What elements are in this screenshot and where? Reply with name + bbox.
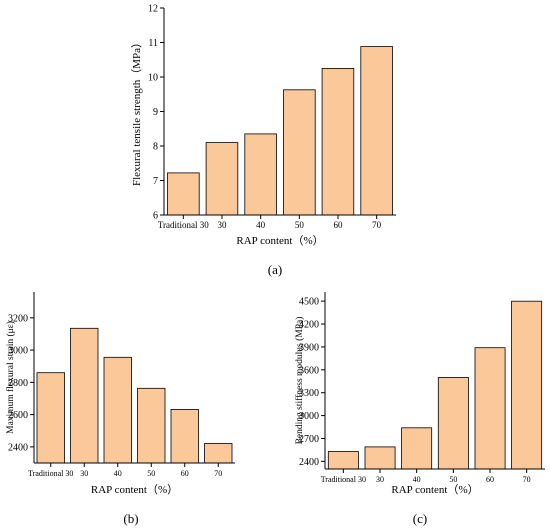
y-tick-label: 2400	[8, 442, 28, 453]
panel-a-chart: 6 7 8 9 10 11 12 Traditional 30 30 40 50 60 70 RAP co…	[130, 4, 396, 247]
x-tick-label: Traditional 30	[321, 475, 366, 484]
y-tick-label: 3300	[299, 388, 319, 399]
y-tick-label: 3600	[299, 365, 319, 376]
y-tick-label: 12	[148, 4, 158, 15]
x-axis-title: RAP content（%）	[236, 234, 323, 247]
bar-a-0	[167, 172, 200, 216]
x-axis-title: RAP content（%）	[391, 483, 478, 496]
y-tick-label: 10	[148, 73, 158, 84]
panel-b-chart: 2400 2600 2800 3000 3200 Traditional 30 30 40 50…	[5, 292, 235, 496]
x-axis-title: RAP content（%）	[91, 483, 178, 496]
y-tick-label: 9	[153, 107, 158, 118]
y-tick-label: 11	[148, 38, 158, 49]
x-tick-label: 60	[486, 475, 494, 484]
bar-a-3	[283, 89, 316, 216]
bar-b-0	[36, 372, 65, 464]
x-tick-label: 60	[181, 469, 189, 478]
y-tick-label: 2800	[8, 378, 28, 389]
y-tick-label: 4500	[299, 297, 319, 308]
bar-c-5	[511, 300, 543, 470]
bar-a-2	[244, 133, 277, 216]
bar-b-2	[103, 356, 132, 464]
panel-c-label: (c)	[413, 511, 427, 526]
x-tick-label: Traditional 30	[158, 220, 209, 230]
bar-c-3	[437, 376, 469, 470]
x-tick-label: 70	[372, 220, 382, 230]
x-tick-label: 30	[218, 220, 228, 230]
x-tick-label: 50	[147, 469, 155, 478]
y-tick-label: 2700	[299, 434, 319, 445]
y-tick-label: 2600	[8, 410, 28, 421]
y-tick-label: 8	[153, 142, 158, 153]
x-tick-label: 60	[334, 220, 344, 230]
y-axis-title: Flexural tensile strength（MPa）	[130, 37, 143, 186]
x-tick-label: 30	[376, 475, 384, 484]
x-tick-label: 50	[295, 220, 305, 230]
x-tick-label: 40	[413, 475, 421, 484]
y-tick-label: 3000	[299, 411, 319, 422]
bar-c-0	[327, 451, 359, 470]
x-tick-label: 70	[523, 475, 531, 484]
y-tick-label: 6	[153, 211, 158, 222]
bar-a-1	[205, 142, 239, 216]
bar-c-2	[401, 427, 433, 470]
y-tick-label: 3200	[8, 313, 28, 324]
x-tick-label: 50	[449, 475, 457, 484]
x-tick-label: 40	[114, 469, 122, 478]
bar-c-4	[474, 347, 506, 470]
y-tick-label: 4200	[299, 320, 319, 331]
bar-b-1	[70, 327, 99, 464]
panel-c-chart: 2400 2700 3000 3300 3600 3900 4200 4500 Traditio…	[294, 292, 545, 496]
x-tick-label: 40	[256, 220, 266, 230]
y-axis-title: Bending stiffness modulus (MPa)	[294, 317, 305, 445]
y-tick-label: 3900	[299, 342, 319, 353]
y-axis-title: Maximum flexural strain (με)	[5, 321, 16, 434]
bar-a-5	[360, 46, 393, 216]
bar-b-4	[170, 408, 199, 464]
y-tick-label: 2400	[299, 457, 319, 468]
panel-a-label: (a)	[268, 262, 282, 277]
x-tick-label: 30	[80, 469, 88, 478]
panel-b-label: (b)	[123, 511, 138, 526]
x-tick-label: 70	[214, 469, 222, 478]
bar-a-4	[321, 68, 355, 216]
x-tick-label: Traditional 30	[28, 469, 73, 478]
bar-b-5	[204, 443, 233, 464]
y-tick-label: 3000	[8, 346, 28, 357]
y-tick-label: 7	[153, 176, 158, 187]
bar-b-3	[137, 387, 166, 464]
bar-c-1	[364, 446, 396, 470]
